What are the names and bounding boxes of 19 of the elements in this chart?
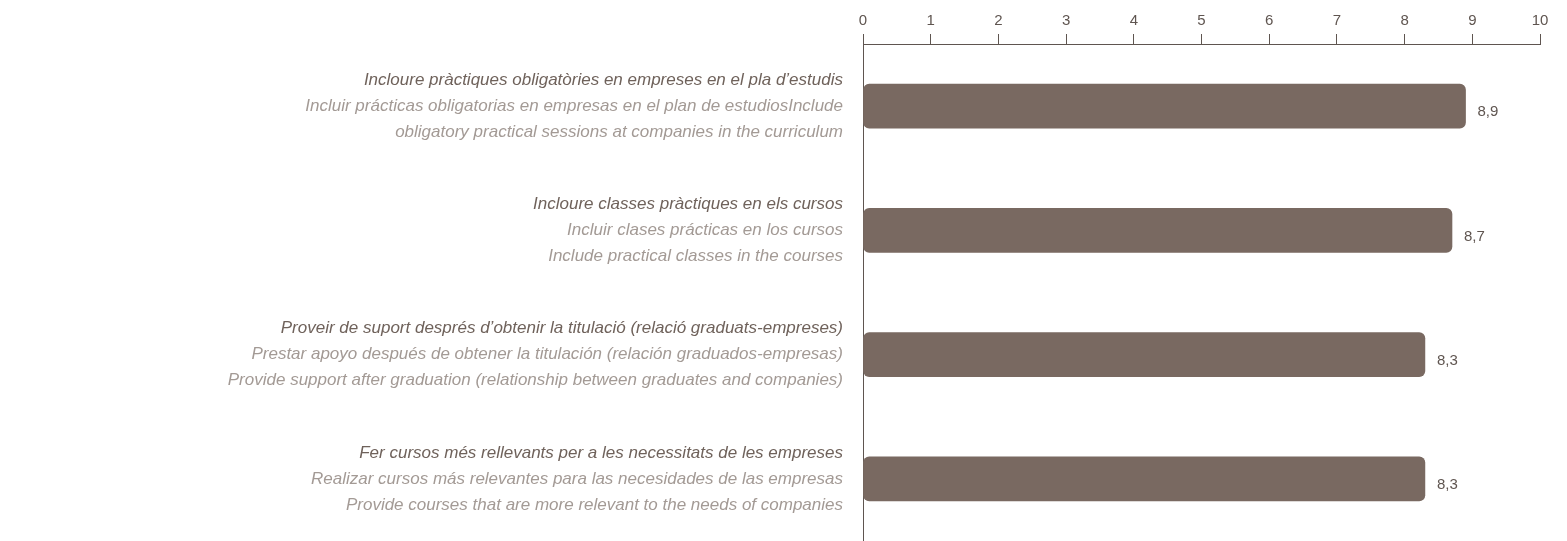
- data-label: 8,3: [1436, 350, 1458, 368]
- x-tick-label: 1: [926, 11, 935, 29]
- x-tick-label: 3: [1061, 11, 1071, 29]
- data-label: 8,3: [1436, 475, 1458, 493]
- y-tick-label: Proveir de suport després d’obtenir la titulació (relació graduats-empreses) Prestar apoyo después de obtener la titulación (relación graduados-empresas) Provide support after graduation (relationship between graduates and companies): [227, 318, 843, 390]
- y-tick-label: Fer cursos més rellevants per a les necessitats de les empreses Realizar cursos más relevantes para las necesidades de las empresas Provide courses that are more relevant to the needs of companies: [311, 442, 844, 514]
- data-label: 8,7: [1463, 226, 1485, 244]
- x-tick-label: 0: [858, 11, 868, 29]
- x-tick-label: 6: [1265, 11, 1274, 29]
- x-tick-label: 2: [994, 11, 1003, 29]
- y-tick-label: Incloure pràctiques obligatòries en empreses en el pla d’estudis Incluir prácticas obligatorias en empresas en el plan de estudiosInclude obligatory practical sessions at companies in the curriculum: [305, 69, 844, 141]
- x-tick-label: 7: [1332, 11, 1342, 29]
- x-tick-label: 10: [1531, 11, 1549, 29]
- x-tick-label: 5: [1197, 11, 1206, 29]
- x-tick-label: 4: [1129, 11, 1138, 29]
- x-tick-label: 8: [1400, 11, 1409, 29]
- y-tick-label: Incloure classes pràctiques en els cursos Incluir clases prácticas en los cursos Include practical classes in the courses: [533, 194, 844, 266]
- data-label: 8,9: [1477, 102, 1499, 120]
- x-tick-label: 9: [1468, 11, 1477, 29]
